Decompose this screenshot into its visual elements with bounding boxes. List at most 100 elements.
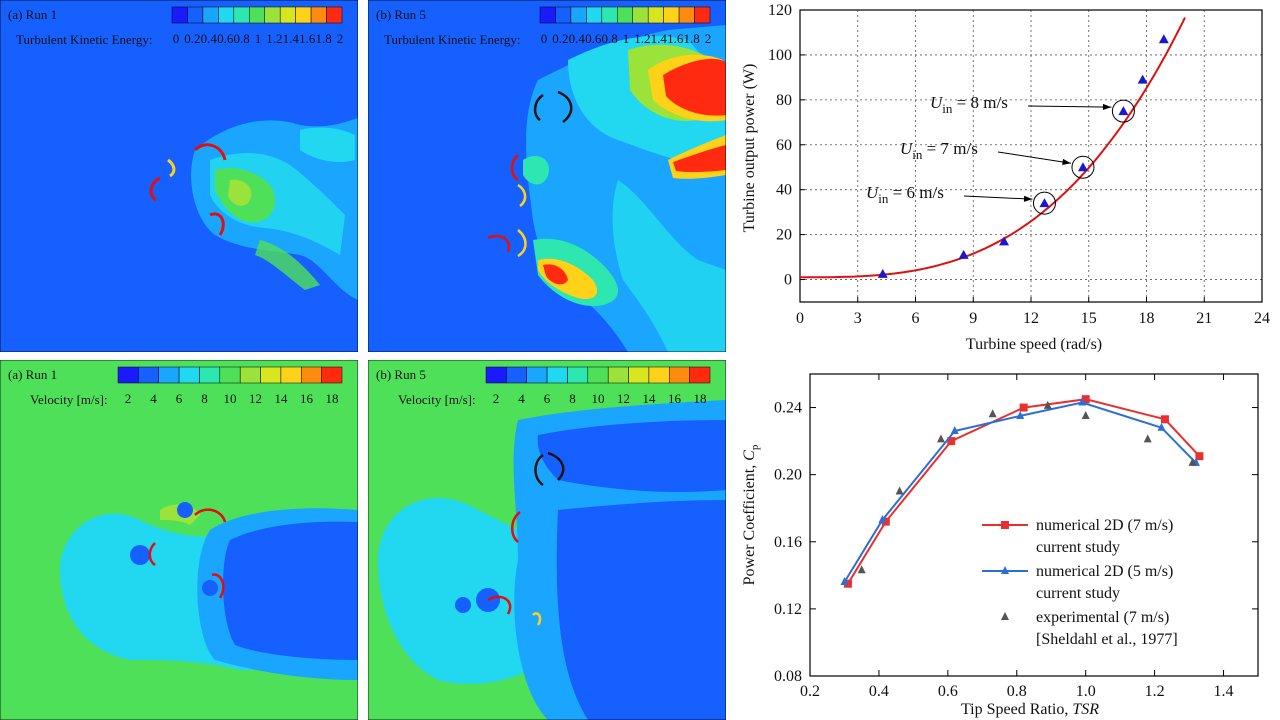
tke-wake-run5 <box>523 25 726 352</box>
data-point <box>999 236 1010 246</box>
data-point <box>1118 106 1129 116</box>
colorbar-tke-run5 <box>539 6 711 24</box>
colorbar-swatch <box>310 6 327 24</box>
colorbar-swatch <box>632 6 649 24</box>
y-tick-label: 60 <box>776 137 792 154</box>
colorbar-swatch <box>233 6 250 24</box>
colorbar-swatch <box>187 6 204 24</box>
data-point <box>1001 612 1009 620</box>
colorbar-swatch <box>678 6 695 24</box>
data-point <box>958 249 969 259</box>
colorbar-ticks: 2 4 6 8 10 12 14 16 18 <box>493 391 707 406</box>
colorbar-swatch <box>158 366 180 384</box>
annotation-arrow <box>997 151 1072 164</box>
colorbar-swatch <box>171 6 188 24</box>
velocity-contour-run5: (b) Run 5 Velocity [m/s]: 2 4 6 8 10 12 14 16 18 <box>368 360 726 720</box>
colorbar-tick-label: 0.8 <box>233 31 249 46</box>
panel-tag: (a) Run 1 <box>8 7 57 22</box>
x-tick-label: 24 <box>1254 310 1270 327</box>
colorbar-swatch <box>607 366 629 384</box>
colorbar-tick-label: 16 <box>668 391 682 406</box>
colorbar-swatch <box>506 366 527 384</box>
colorbar-label: Turbulent Kinetic Energy: <box>384 32 521 47</box>
x-tick-label: 6 <box>912 310 920 327</box>
colorbar-tick-label: 0 <box>173 31 180 46</box>
data-point <box>1081 395 1090 404</box>
x-tick-label: 12 <box>1023 310 1039 327</box>
colorbar-velocity-run5 <box>485 366 711 384</box>
data-point <box>877 268 888 278</box>
colorbar-swatch <box>295 6 312 24</box>
colorbar-tick-label: 2 <box>705 31 712 46</box>
x-tick-label: 21 <box>1196 310 1212 327</box>
legend-label-2: current study <box>1036 585 1120 602</box>
colorbar-tick-label: 0 <box>541 31 548 46</box>
panel-tag: (b) Run 5 <box>376 7 426 22</box>
fit-curve <box>800 17 1186 279</box>
colorbar-swatch <box>326 6 343 24</box>
colorbar-swatch <box>279 6 296 24</box>
colorbar-label: Velocity [m/s]: <box>30 392 108 407</box>
colorbar-tick-label: 0.2 <box>552 31 568 46</box>
y-tick-label: 120 <box>768 2 792 19</box>
colorbar-tick-label: 18 <box>694 391 707 406</box>
colorbar-tick-label: 1.2 <box>634 31 650 46</box>
colorbar-swatch <box>587 366 609 384</box>
data-point <box>1078 397 1087 406</box>
colorbar-swatch <box>202 6 219 24</box>
colorbar-swatch <box>280 366 302 384</box>
colorbar-swatch <box>694 6 711 24</box>
colorbar-tick-label: 0.4 <box>201 31 218 46</box>
y-tick-label: 100 <box>768 47 792 64</box>
data-point <box>1016 410 1025 419</box>
highlight-circle <box>1071 155 1095 179</box>
colorbar-tick-label: 0.4 <box>569 31 586 46</box>
colorbar-swatch <box>546 366 568 384</box>
arrow-head <box>1102 103 1112 111</box>
highlight-circle <box>1032 191 1056 215</box>
colorbar-tick-label: 0.8 <box>601 31 617 46</box>
x-tick-label: 1.0 <box>1076 683 1096 700</box>
annotation-label: Uin = 8 m/s <box>930 93 1008 116</box>
legend-label-2: current study <box>1036 539 1120 556</box>
tke-contour-run1: (a) Run 1 Turbulent Kinetic Energy: 0 0.2… <box>0 0 358 352</box>
colorbar-tick-label: 14 <box>275 391 289 406</box>
data-point <box>1195 452 1204 461</box>
data-point <box>1001 566 1009 574</box>
colorbar-tick-label: 1.4 <box>651 31 668 46</box>
colorbar-ticks: 2 4 6 8 10 12 14 16 18 <box>125 391 339 406</box>
colorbar-tick-label: 1.2 <box>266 31 282 46</box>
legend-label-2: [Sheldahl et al., 1977] <box>1036 631 1178 648</box>
colorbar-label: Velocity [m/s]: <box>398 392 476 407</box>
colorbar-swatch <box>669 366 690 384</box>
cp-vs-tsr-chart: 0.2 0.4 0.6 0.8 1.0 1.2 1.4 0.08 0.12 0.16 0.20 0.2… <box>730 360 1280 720</box>
data-point <box>1077 162 1088 172</box>
colorbar-swatch <box>138 366 159 384</box>
y-axis-title: Power Coefficient, Cp <box>741 444 761 585</box>
x-tick-label: 0.6 <box>938 683 958 700</box>
colorbar-swatch <box>539 6 556 24</box>
rotor-blades-run1 <box>149 143 227 236</box>
data-point <box>936 434 945 443</box>
data-point <box>947 437 956 446</box>
colorbar-tick-label: 14 <box>643 391 657 406</box>
colorbar-ticks: 0 0.2 0.4 0.6 0.8 1 1.2 1.4 1.6 1.8 2 <box>173 31 344 46</box>
colorbar-tick-label: 0.2 <box>184 31 200 46</box>
colorbar-tick-label: 1.8 <box>315 31 331 46</box>
colorbar-velocity-run1 <box>117 366 343 384</box>
colorbar-swatch <box>301 366 322 384</box>
x-tick-label: 1.2 <box>1145 683 1165 700</box>
highlight-circle <box>1111 99 1135 123</box>
data-point <box>1137 74 1148 84</box>
x-tick-label: 0.2 <box>800 683 820 700</box>
colorbar-swatch <box>555 6 572 24</box>
data-point <box>988 409 997 418</box>
colorbar-tick-label: 1 <box>255 31 262 46</box>
x-tick-label: 0 <box>796 310 804 327</box>
annotation-label: Uin = 7 m/s <box>900 139 978 162</box>
colorbar-tick-label: 4 <box>150 391 157 406</box>
colorbar-swatch <box>570 6 587 24</box>
colorbar-tick-label: 1.6 <box>299 31 316 46</box>
colorbar-swatch <box>567 366 589 384</box>
y-axis-title: Turbine output power (W) <box>741 64 758 233</box>
